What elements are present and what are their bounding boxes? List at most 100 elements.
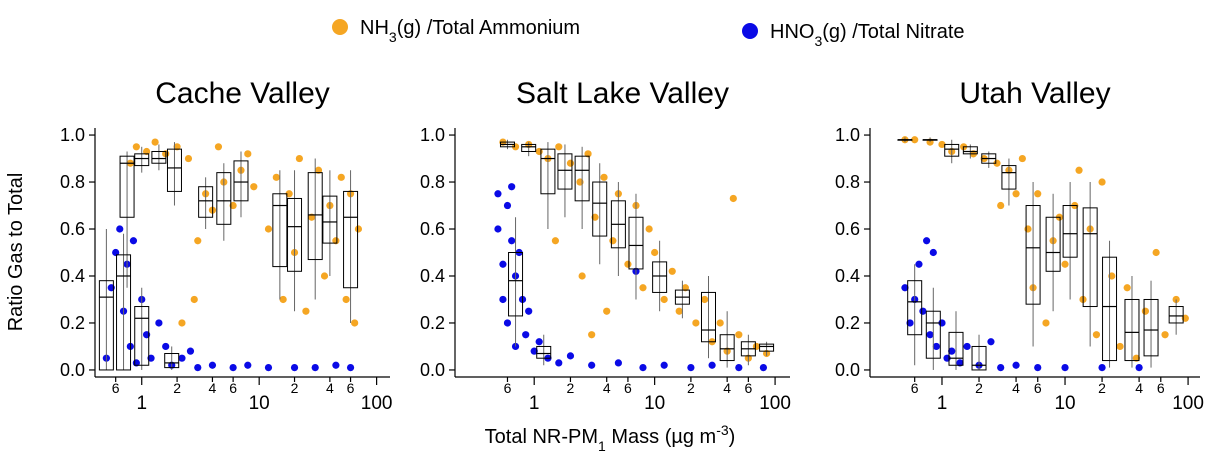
box — [1102, 256, 1118, 362]
y-tick-label: 0.6 — [60, 219, 85, 239]
box — [508, 252, 524, 317]
data-point — [997, 364, 1005, 372]
data-point — [244, 361, 252, 369]
x-tick-label: 6 — [347, 380, 355, 396]
box — [134, 153, 150, 167]
data-point — [499, 260, 507, 268]
x-tick-label: 4 — [326, 380, 334, 396]
data-point — [346, 364, 355, 372]
data-point — [687, 364, 695, 372]
box — [628, 216, 644, 270]
box — [944, 143, 960, 157]
data-point — [494, 225, 502, 233]
data-point — [112, 248, 120, 257]
x-tick-label: 100 — [759, 393, 791, 414]
data-point — [555, 143, 563, 151]
box — [536, 345, 552, 359]
data-point — [194, 237, 202, 245]
box — [287, 197, 303, 272]
box — [343, 190, 359, 289]
box — [98, 280, 114, 371]
x-tick-label: 2 — [1098, 380, 1106, 396]
box — [1045, 216, 1061, 272]
data-point — [272, 173, 280, 181]
y-tick-label: 0.0 — [835, 360, 860, 380]
box — [1082, 207, 1098, 308]
data-point — [919, 307, 927, 315]
y-tick-label: 0.2 — [420, 313, 445, 333]
box — [925, 310, 941, 359]
data-point — [129, 237, 138, 245]
data-point — [578, 272, 586, 280]
x-tick-label: 4 — [1135, 380, 1143, 396]
data-point — [337, 173, 345, 181]
data-point — [987, 338, 995, 346]
x-tick-label: 6 — [911, 380, 919, 396]
data-point — [295, 154, 303, 163]
data-point — [701, 295, 709, 304]
x-axis-label-part: 1 — [598, 438, 606, 454]
panel-title: Cache Valley — [155, 77, 330, 110]
data-point — [915, 260, 923, 268]
data-point — [173, 143, 181, 151]
data-point — [555, 359, 563, 367]
data-point — [1135, 364, 1143, 372]
data-point — [530, 347, 538, 355]
data-point — [320, 272, 329, 280]
data-point — [194, 364, 202, 372]
plot-area — [897, 136, 1189, 372]
data-point — [1012, 190, 1020, 198]
box — [116, 254, 132, 371]
y-axis-label: Ratio Gas to Total — [5, 173, 27, 332]
legend-label: HNO3(g) /Total Nitrate — [770, 21, 965, 49]
box — [962, 146, 978, 155]
data-point — [332, 237, 340, 245]
x-tick-label: 1 — [529, 393, 540, 414]
x-tick-label: 6 — [744, 380, 752, 396]
x-tick-label: 6 — [1157, 380, 1165, 396]
data-point — [229, 364, 237, 372]
box — [1168, 306, 1184, 324]
data-point — [186, 347, 195, 355]
data-point — [588, 331, 596, 339]
box — [759, 343, 775, 352]
data-point — [735, 364, 743, 372]
data-point — [708, 361, 716, 369]
data-point — [184, 154, 193, 163]
y-tick-label: 0.4 — [835, 266, 860, 286]
data-point — [956, 359, 964, 367]
plot-area — [494, 138, 775, 372]
data-point — [1098, 364, 1106, 372]
data-point — [692, 319, 700, 327]
box — [574, 155, 590, 202]
box — [119, 155, 135, 218]
box — [1001, 165, 1017, 190]
data-point — [525, 307, 533, 315]
box — [216, 172, 232, 225]
data-point — [584, 150, 592, 158]
box — [700, 291, 716, 343]
y-tick-label: 0.2 — [835, 313, 860, 333]
box — [198, 186, 214, 218]
data-point — [759, 364, 768, 372]
data-point — [675, 307, 683, 315]
data-point — [311, 364, 319, 372]
x-tick-label: 100 — [361, 393, 393, 414]
data-point — [155, 319, 163, 327]
data-point — [508, 183, 516, 191]
legend-marker — [332, 19, 348, 35]
x-tick-label: 4 — [209, 380, 217, 396]
y-tick-label: 0.2 — [60, 313, 85, 333]
x-tick-label: 2 — [173, 380, 181, 396]
panel-title: Salt Lake Valley — [516, 77, 729, 110]
box — [166, 148, 182, 192]
x-tick-label: 2 — [291, 380, 299, 396]
data-point — [963, 342, 971, 351]
data-point — [116, 225, 124, 233]
data-point — [1152, 248, 1160, 257]
box — [540, 148, 556, 195]
data-point — [535, 338, 543, 346]
data-point — [1123, 284, 1131, 292]
data-point — [735, 331, 743, 339]
